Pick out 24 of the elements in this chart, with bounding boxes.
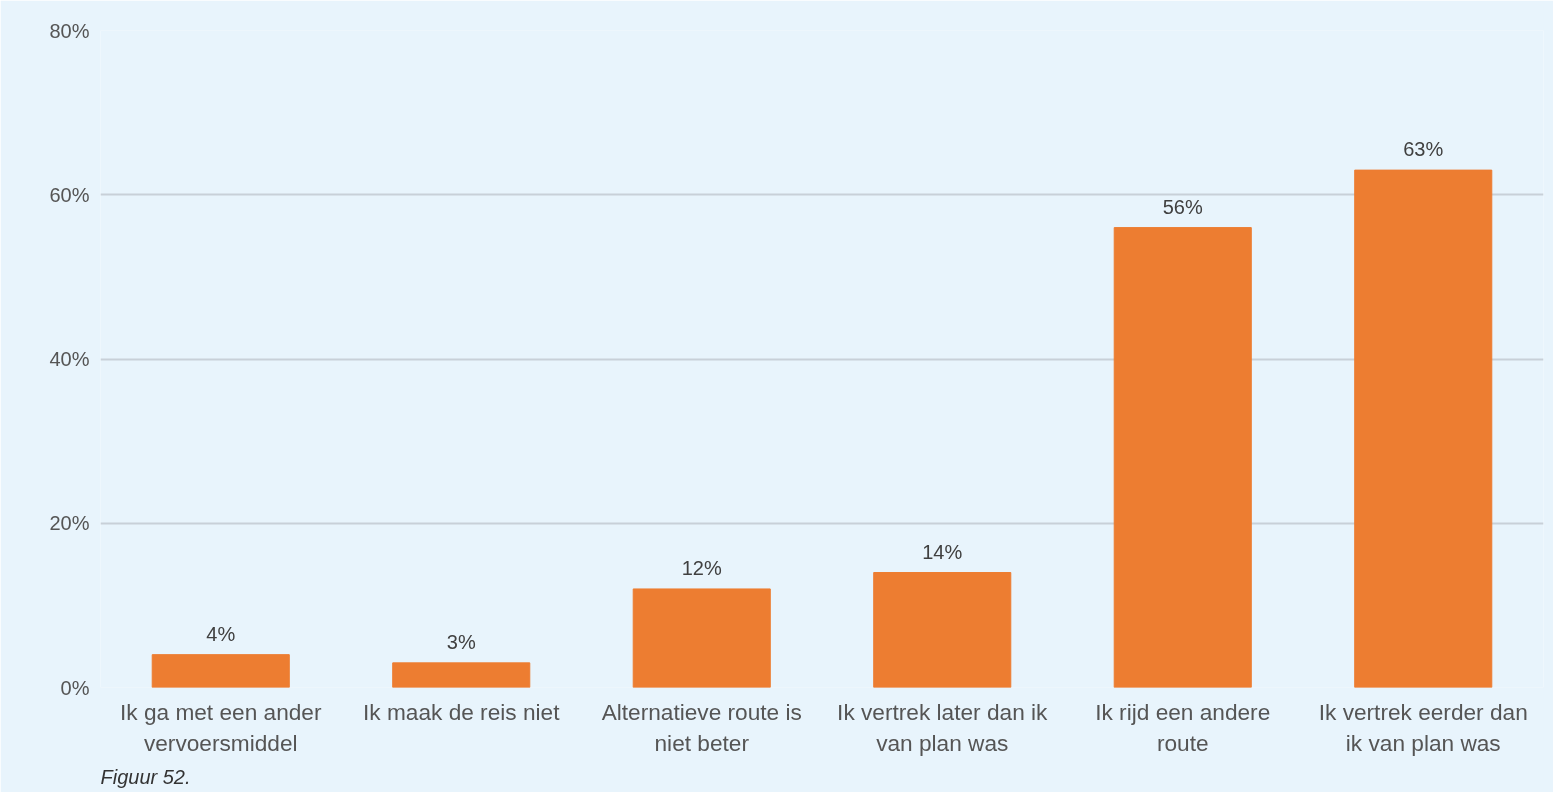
text: Figuur 52. xyxy=(100,765,191,788)
x-tick-label: Alternatieve route is niet beter xyxy=(601,698,802,756)
y-tick-label: 0% xyxy=(60,676,90,699)
bar xyxy=(873,572,1012,688)
data-label: 12% xyxy=(681,556,722,579)
bar xyxy=(151,654,290,688)
data-label: 4% xyxy=(206,622,236,645)
x-tick-label: Ik vertrek eerder dan ik van plan was xyxy=(1318,698,1528,756)
y-tick-label: 20% xyxy=(49,512,90,535)
x-tick-label: Ik rijd een andere route xyxy=(1095,698,1271,756)
y-tick-label: 40% xyxy=(49,348,90,370)
bar xyxy=(392,662,531,688)
data-label: 56% xyxy=(1162,195,1203,218)
y-tick-label: 60% xyxy=(49,183,90,206)
bar xyxy=(1113,227,1252,688)
y-tick-label: 80% xyxy=(49,19,90,42)
bar xyxy=(1354,169,1493,688)
x-tick-label: Ik vertrek later dan ik van plan was xyxy=(837,698,1049,756)
x-tick-label: Ik ga met een ander vervoersmiddel xyxy=(119,698,322,756)
bar xyxy=(632,588,771,688)
data-label: 14% xyxy=(922,540,963,563)
data-label: 63% xyxy=(1403,138,1444,161)
data-label: 3% xyxy=(446,630,476,653)
x-tick-label: Ik maak de reis niet xyxy=(363,698,561,725)
